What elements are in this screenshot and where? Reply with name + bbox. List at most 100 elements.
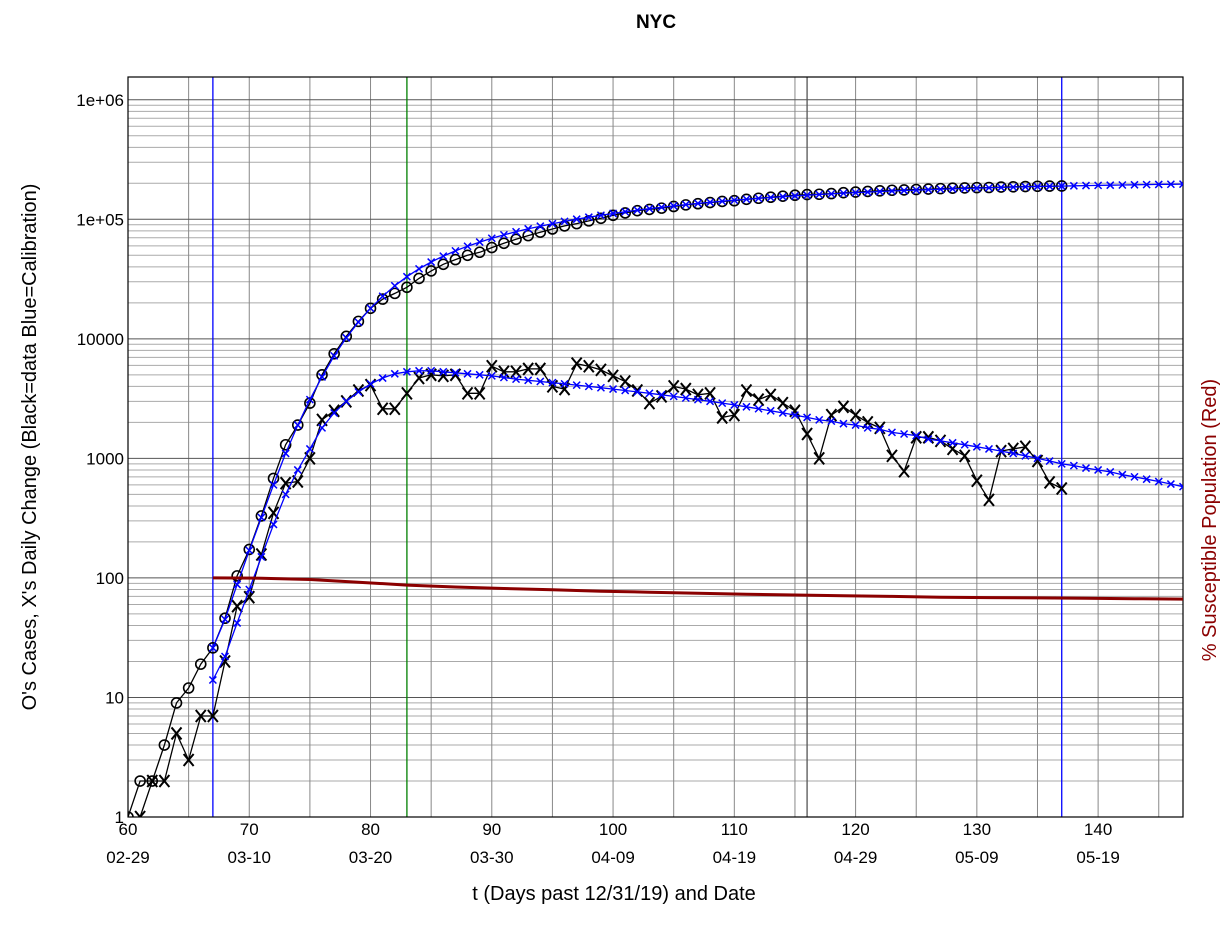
point-marker [134,810,146,817]
point-marker [754,404,763,413]
point-marker [621,207,630,216]
point-marker [354,387,363,396]
point-marker [861,415,874,430]
point-marker [839,189,848,198]
point-marker [231,570,243,582]
point-marker [328,347,340,360]
point-marker [681,393,690,403]
point-marker [451,368,460,377]
point-marker [522,229,534,242]
point-marker [390,281,399,290]
series-line [212,576,1183,601]
point-marker [815,190,824,199]
point-marker [487,371,496,380]
point-marker [134,775,146,787]
point-marker [463,369,472,378]
point-marker [827,417,836,426]
x-axis-label: t (Days past 12/31/19) and Date [472,883,756,905]
point-marker [463,242,472,251]
x-tick-label: 100 [599,820,627,839]
point-marker [1045,457,1054,466]
point-marker [778,408,787,417]
x-date-label: 04-19 [713,848,756,867]
point-marker [475,238,484,247]
point-marker [415,264,424,273]
point-marker [742,195,751,204]
point-marker [388,287,401,300]
point-marker [728,408,741,422]
point-marker [837,400,850,414]
point-marker [1106,467,1115,476]
point-marker [255,510,268,522]
point-marker [583,215,595,227]
point-marker [560,379,569,388]
point-marker [912,431,921,440]
plot-area [128,180,1183,817]
point-marker [255,547,268,562]
point-marker [1033,182,1042,191]
point-marker [948,438,957,447]
point-marker [1118,470,1127,479]
point-marker [170,697,183,709]
point-marker [1069,461,1078,470]
point-marker [194,658,207,670]
point-marker [984,444,994,453]
point-marker [1021,182,1030,191]
point-marker [427,258,436,267]
point-marker [790,191,799,200]
point-marker [583,359,595,373]
point-marker [764,388,777,402]
point-marker [669,392,678,401]
point-marker [269,480,278,489]
point-marker [182,682,195,694]
point-marker [898,464,910,478]
point-marker [924,435,933,444]
point-marker [971,474,983,488]
point-marker [558,382,571,396]
point-marker [680,382,692,396]
point-marker [766,193,775,202]
point-marker [305,395,314,404]
x-date-label: 02-29 [106,848,149,867]
y-tick-label: 1000 [86,449,124,468]
x-tick-label: 140 [1084,820,1112,839]
point-marker [354,318,363,327]
point-marker [413,272,425,285]
point-marker [645,389,654,398]
point-marker [1094,465,1103,474]
point-marker [851,421,860,430]
point-marker [146,774,159,788]
point-marker [972,442,981,451]
x-date-label: 05-09 [955,848,998,867]
point-marker [584,213,593,222]
point-marker [839,419,848,428]
point-marker [389,402,401,416]
point-marker [330,408,339,417]
point-marker [1166,480,1175,489]
point-marker [1130,180,1139,189]
point-marker [851,188,860,197]
point-marker [293,465,302,474]
point-marker [946,442,959,456]
point-marker [681,200,690,209]
point-marker [1178,180,1183,189]
point-marker [803,191,812,200]
point-marker [693,395,702,404]
point-marker [536,377,545,386]
point-marker [364,302,377,315]
point-marker [317,423,327,432]
point-marker [485,241,498,254]
y2-axis-label: % Susceptible Population (Red) [1199,379,1221,661]
point-marker [548,378,557,387]
point-marker [607,369,619,383]
point-marker [572,381,581,390]
point-marker [1081,181,1091,190]
y-tick-label: 10 [105,688,124,707]
point-marker [378,374,387,383]
point-marker [584,382,593,391]
point-marker [619,374,631,389]
point-marker [972,184,981,193]
point-marker [813,451,825,466]
point-marker [730,196,739,205]
